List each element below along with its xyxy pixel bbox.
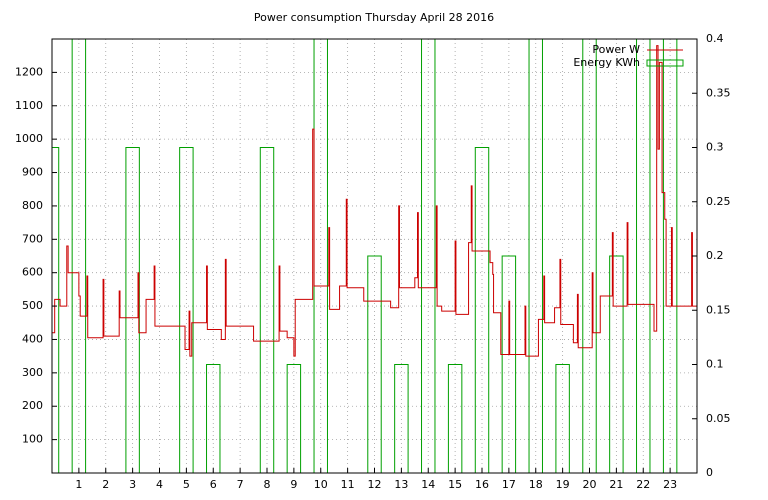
- energy-bar: [52, 147, 60, 473]
- energy-bar: [259, 147, 275, 473]
- energy-bar: [286, 364, 302, 473]
- x-tick-label: 19: [556, 478, 570, 491]
- x-tick-label: 21: [609, 478, 623, 491]
- x-tick-label: 3: [129, 478, 136, 491]
- x-tick-label: 10: [314, 478, 328, 491]
- energy-bar: [125, 147, 140, 473]
- legend-label: Energy KWh: [573, 56, 640, 69]
- x-tick-label: 16: [475, 478, 489, 491]
- x-tick-label: 1: [75, 478, 82, 491]
- y-tick-label: 500: [22, 299, 43, 312]
- y2-tick-label: 0.2: [706, 249, 724, 262]
- y-tick-label: 1200: [15, 65, 43, 78]
- y-tick-label: 200: [22, 399, 43, 412]
- y-tick-label: 700: [22, 232, 43, 245]
- x-tick-label: 17: [502, 478, 516, 491]
- x-tick-label: 8: [264, 478, 271, 491]
- y-tick-label: 300: [22, 366, 43, 379]
- y-tick-label: 900: [22, 166, 43, 179]
- y2-tick-label: 0.15: [706, 303, 731, 316]
- y2-tick-label: 0.35: [706, 86, 731, 99]
- y-tick-label: 800: [22, 199, 43, 212]
- x-tick-label: 13: [394, 478, 408, 491]
- x-tick-label: 15: [448, 478, 462, 491]
- y2-tick-label: 0.1: [706, 358, 724, 371]
- y-tick-label: 1000: [15, 132, 43, 145]
- legend-label: Power W: [592, 43, 640, 56]
- energy-bar: [474, 147, 490, 473]
- y-tick-label: 400: [22, 332, 43, 345]
- y-tick-label: 100: [22, 433, 43, 446]
- y-tick-label: 600: [22, 266, 43, 279]
- y2-tick-label: 0.25: [706, 195, 731, 208]
- y2-tick-label: 0: [706, 466, 713, 479]
- energy-bar: [528, 39, 543, 473]
- x-tick-label: 11: [341, 478, 355, 491]
- energy-bar: [582, 39, 597, 473]
- energy-bar: [367, 255, 382, 473]
- x-tick-label: 20: [583, 478, 597, 491]
- energy-bar: [636, 39, 651, 473]
- y2-tick-label: 0.3: [706, 141, 724, 154]
- x-tick-label: 9: [290, 478, 297, 491]
- x-tick-label: 18: [529, 478, 543, 491]
- legend-swatch: [646, 59, 684, 67]
- x-tick-label: 14: [421, 478, 435, 491]
- x-tick-label: 4: [156, 478, 163, 491]
- energy-bar: [313, 39, 328, 473]
- energy-bar: [71, 39, 87, 473]
- energy-bar: [662, 39, 678, 473]
- y2-tick-label: 0.4: [706, 32, 724, 45]
- energy-bar: [555, 364, 570, 473]
- energy-bar: [179, 147, 194, 473]
- y-tick-label: 1100: [15, 99, 43, 112]
- x-tick-label: 22: [636, 478, 650, 491]
- energy-bar: [421, 39, 436, 473]
- power-line: [52, 45, 697, 357]
- energy-bar: [609, 255, 624, 473]
- plot-area: [52, 39, 697, 473]
- y2-tick-label: 0.05: [706, 412, 731, 425]
- energy-bar: [501, 255, 517, 473]
- energy-bar: [206, 364, 221, 473]
- x-tick-label: 2: [102, 478, 109, 491]
- energy-bar: [447, 364, 463, 473]
- energy-bar: [394, 364, 409, 473]
- x-tick-label: 5: [183, 478, 190, 491]
- x-tick-label: 6: [210, 478, 217, 491]
- x-tick-label: 7: [237, 478, 244, 491]
- chart-title: Power consumption Thursday April 28 2016: [254, 11, 494, 24]
- x-tick-label: 12: [368, 478, 382, 491]
- overlay: 1 2 3 4 5 6 7 8 9 10 11 12 13 14 15 16 17 18 19 20 21 22 23100…: [15, 32, 731, 491]
- x-tick-label: 23: [663, 478, 677, 491]
